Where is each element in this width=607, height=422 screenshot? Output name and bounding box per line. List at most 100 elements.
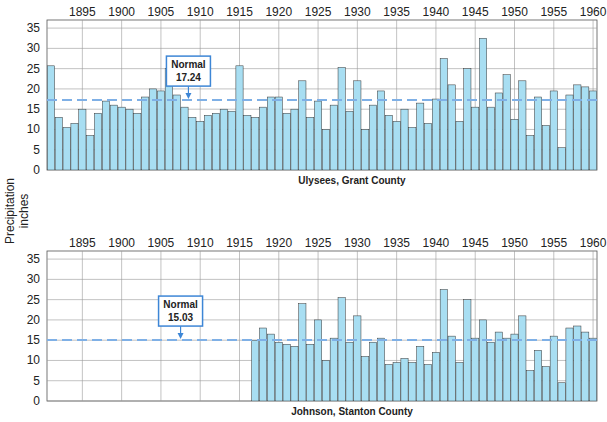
bar — [574, 326, 581, 401]
bar — [558, 383, 565, 401]
annotation-value: 15.03 — [168, 312, 193, 323]
bar — [267, 97, 274, 170]
bar — [377, 338, 384, 401]
bar — [157, 91, 164, 170]
y-tick-label: 30 — [27, 272, 41, 286]
bars — [252, 290, 597, 401]
bar — [511, 119, 518, 170]
bar — [87, 136, 94, 170]
x-tick-label: 1915 — [226, 5, 253, 19]
bar — [440, 59, 447, 170]
bar — [377, 91, 384, 170]
x-tick-label: 1955 — [540, 5, 567, 19]
bar — [228, 111, 235, 170]
bar — [432, 352, 439, 401]
x-tick-label: 1920 — [265, 236, 292, 250]
x-tick-label: 1905 — [148, 5, 175, 19]
x-tick-label: 1925 — [305, 236, 332, 250]
y-tick-label: 25 — [27, 293, 41, 307]
bar — [173, 95, 180, 170]
bar — [401, 109, 408, 170]
bar — [322, 129, 329, 170]
x-tick-label: 1930 — [344, 236, 371, 250]
bar — [464, 300, 471, 401]
bar — [299, 81, 306, 170]
bar — [346, 342, 353, 401]
bar — [432, 99, 439, 170]
y-tick-label: 5 — [33, 143, 40, 157]
bar — [440, 290, 447, 401]
figure: 0510152025303518951900190519101915192019… — [0, 0, 607, 422]
bar — [259, 328, 266, 401]
x-tick-label: 1955 — [540, 236, 567, 250]
y-axis-label: Precipitationinches — [3, 178, 31, 244]
bar — [424, 123, 431, 170]
y-tick-label: 10 — [27, 353, 41, 367]
bar — [252, 117, 259, 170]
bar — [291, 109, 298, 170]
bar — [558, 148, 565, 170]
bar — [63, 127, 70, 170]
bar — [417, 346, 424, 401]
bar — [448, 85, 455, 170]
bar — [472, 338, 479, 401]
y-tick-label: 5 — [33, 374, 40, 388]
y-tick-label: 20 — [27, 313, 41, 327]
bar — [362, 129, 369, 170]
bar — [472, 107, 479, 170]
bar — [542, 125, 549, 170]
annotation-arrowhead — [178, 333, 184, 339]
bar — [409, 127, 416, 170]
bar — [519, 316, 526, 401]
bar — [503, 338, 510, 401]
y-tick-label: 0 — [33, 394, 40, 408]
grid-line — [82, 251, 83, 401]
bar — [204, 115, 211, 170]
y-tick-label: 30 — [27, 41, 41, 55]
bar — [181, 107, 188, 170]
x-tick-label: 1930 — [344, 5, 371, 19]
bar — [566, 328, 573, 401]
x-tick-label: 1950 — [501, 5, 528, 19]
bar — [534, 97, 541, 170]
bar — [401, 358, 408, 401]
bar — [94, 113, 101, 170]
bar — [456, 121, 463, 170]
bar — [393, 121, 400, 170]
bar — [212, 113, 219, 170]
bar — [503, 75, 510, 170]
bar — [393, 362, 400, 401]
bar — [362, 356, 369, 401]
bar — [417, 103, 424, 170]
y-tick-label: 0 — [33, 163, 40, 177]
plot-frame — [47, 20, 597, 170]
bar — [582, 332, 589, 401]
bar — [314, 320, 321, 401]
x-tick-label: 1920 — [265, 5, 292, 19]
bar — [495, 332, 502, 401]
bar — [267, 334, 274, 401]
bar — [511, 334, 518, 401]
bar — [385, 115, 392, 170]
bar — [346, 111, 353, 170]
bar — [550, 336, 557, 401]
bar — [79, 109, 86, 170]
bar — [189, 117, 196, 170]
bar — [354, 81, 361, 170]
x-tick-label: 1940 — [423, 236, 450, 250]
x-tick-label: 1910 — [187, 236, 214, 250]
bar — [566, 95, 573, 170]
bar — [252, 340, 259, 401]
bar — [574, 85, 581, 170]
x-tick-label: 1945 — [462, 236, 489, 250]
bar — [330, 338, 337, 401]
bar — [479, 38, 486, 170]
y-axis-label-line: inches — [17, 194, 31, 229]
bar — [589, 338, 596, 401]
bar — [197, 121, 204, 170]
x-tick-label: 1905 — [148, 236, 175, 250]
bar — [479, 320, 486, 401]
bar — [534, 350, 541, 401]
bar — [338, 67, 345, 170]
bar — [550, 91, 557, 170]
